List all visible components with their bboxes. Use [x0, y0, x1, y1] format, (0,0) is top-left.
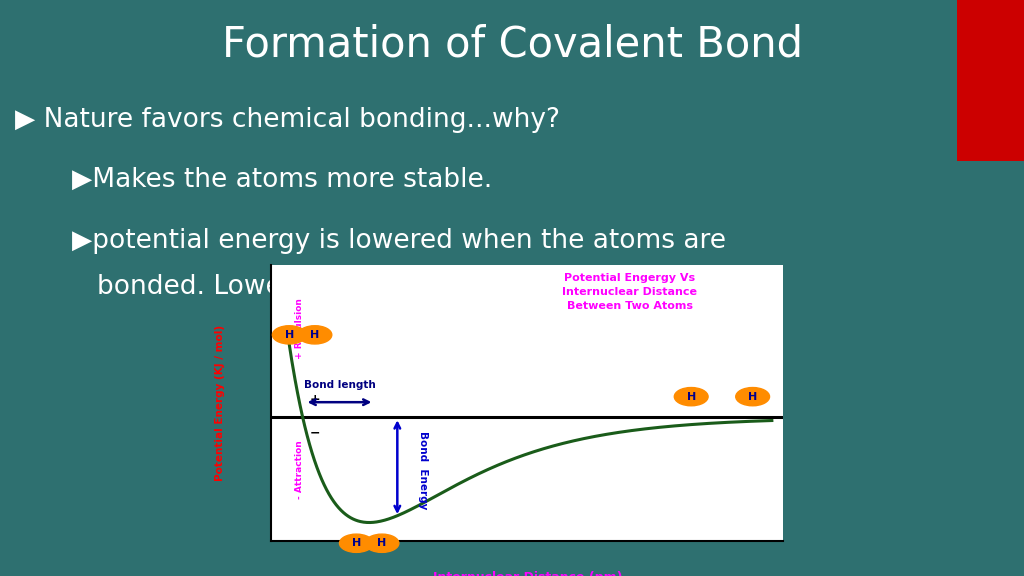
Text: ▶potential energy is lowered when the atoms are: ▶potential energy is lowered when the at…	[72, 228, 726, 253]
Text: H: H	[686, 392, 696, 401]
Text: + Repulsion: + Repulsion	[295, 298, 304, 359]
Text: +: +	[309, 393, 321, 406]
Text: ▶Makes the atoms more stable.: ▶Makes the atoms more stable.	[72, 167, 492, 193]
Text: Formation of Covalent Bond: Formation of Covalent Bond	[221, 23, 803, 65]
Text: Potential Engergy Vs
Internuclear Distance
Between Two Atoms: Potential Engergy Vs Internuclear Distan…	[562, 273, 697, 311]
Text: - Attraction: - Attraction	[295, 440, 304, 499]
Circle shape	[735, 388, 770, 406]
Text: bonded. Lower energy = more stable.: bonded. Lower energy = more stable.	[97, 274, 598, 300]
Text: Potential Energy (KJ / mol): Potential Energy (KJ / mol)	[215, 325, 225, 482]
Circle shape	[340, 534, 374, 552]
Text: Internuclear Distance (pm): Internuclear Distance (pm)	[432, 571, 623, 576]
Bar	[957, 0, 1024, 161]
Text: −: −	[309, 426, 321, 439]
Text: H: H	[285, 330, 294, 340]
Circle shape	[675, 388, 709, 406]
Circle shape	[366, 534, 399, 552]
Circle shape	[272, 325, 306, 344]
Text: H: H	[351, 538, 361, 548]
Text: Bond  Energy: Bond Energy	[418, 431, 428, 509]
Text: H: H	[377, 538, 387, 548]
Circle shape	[298, 325, 332, 344]
Text: H: H	[310, 330, 319, 340]
Text: H: H	[748, 392, 758, 401]
Text: Bond length: Bond length	[303, 380, 376, 390]
Text: ▶ Nature favors chemical bonding...why?: ▶ Nature favors chemical bonding...why?	[15, 107, 560, 132]
